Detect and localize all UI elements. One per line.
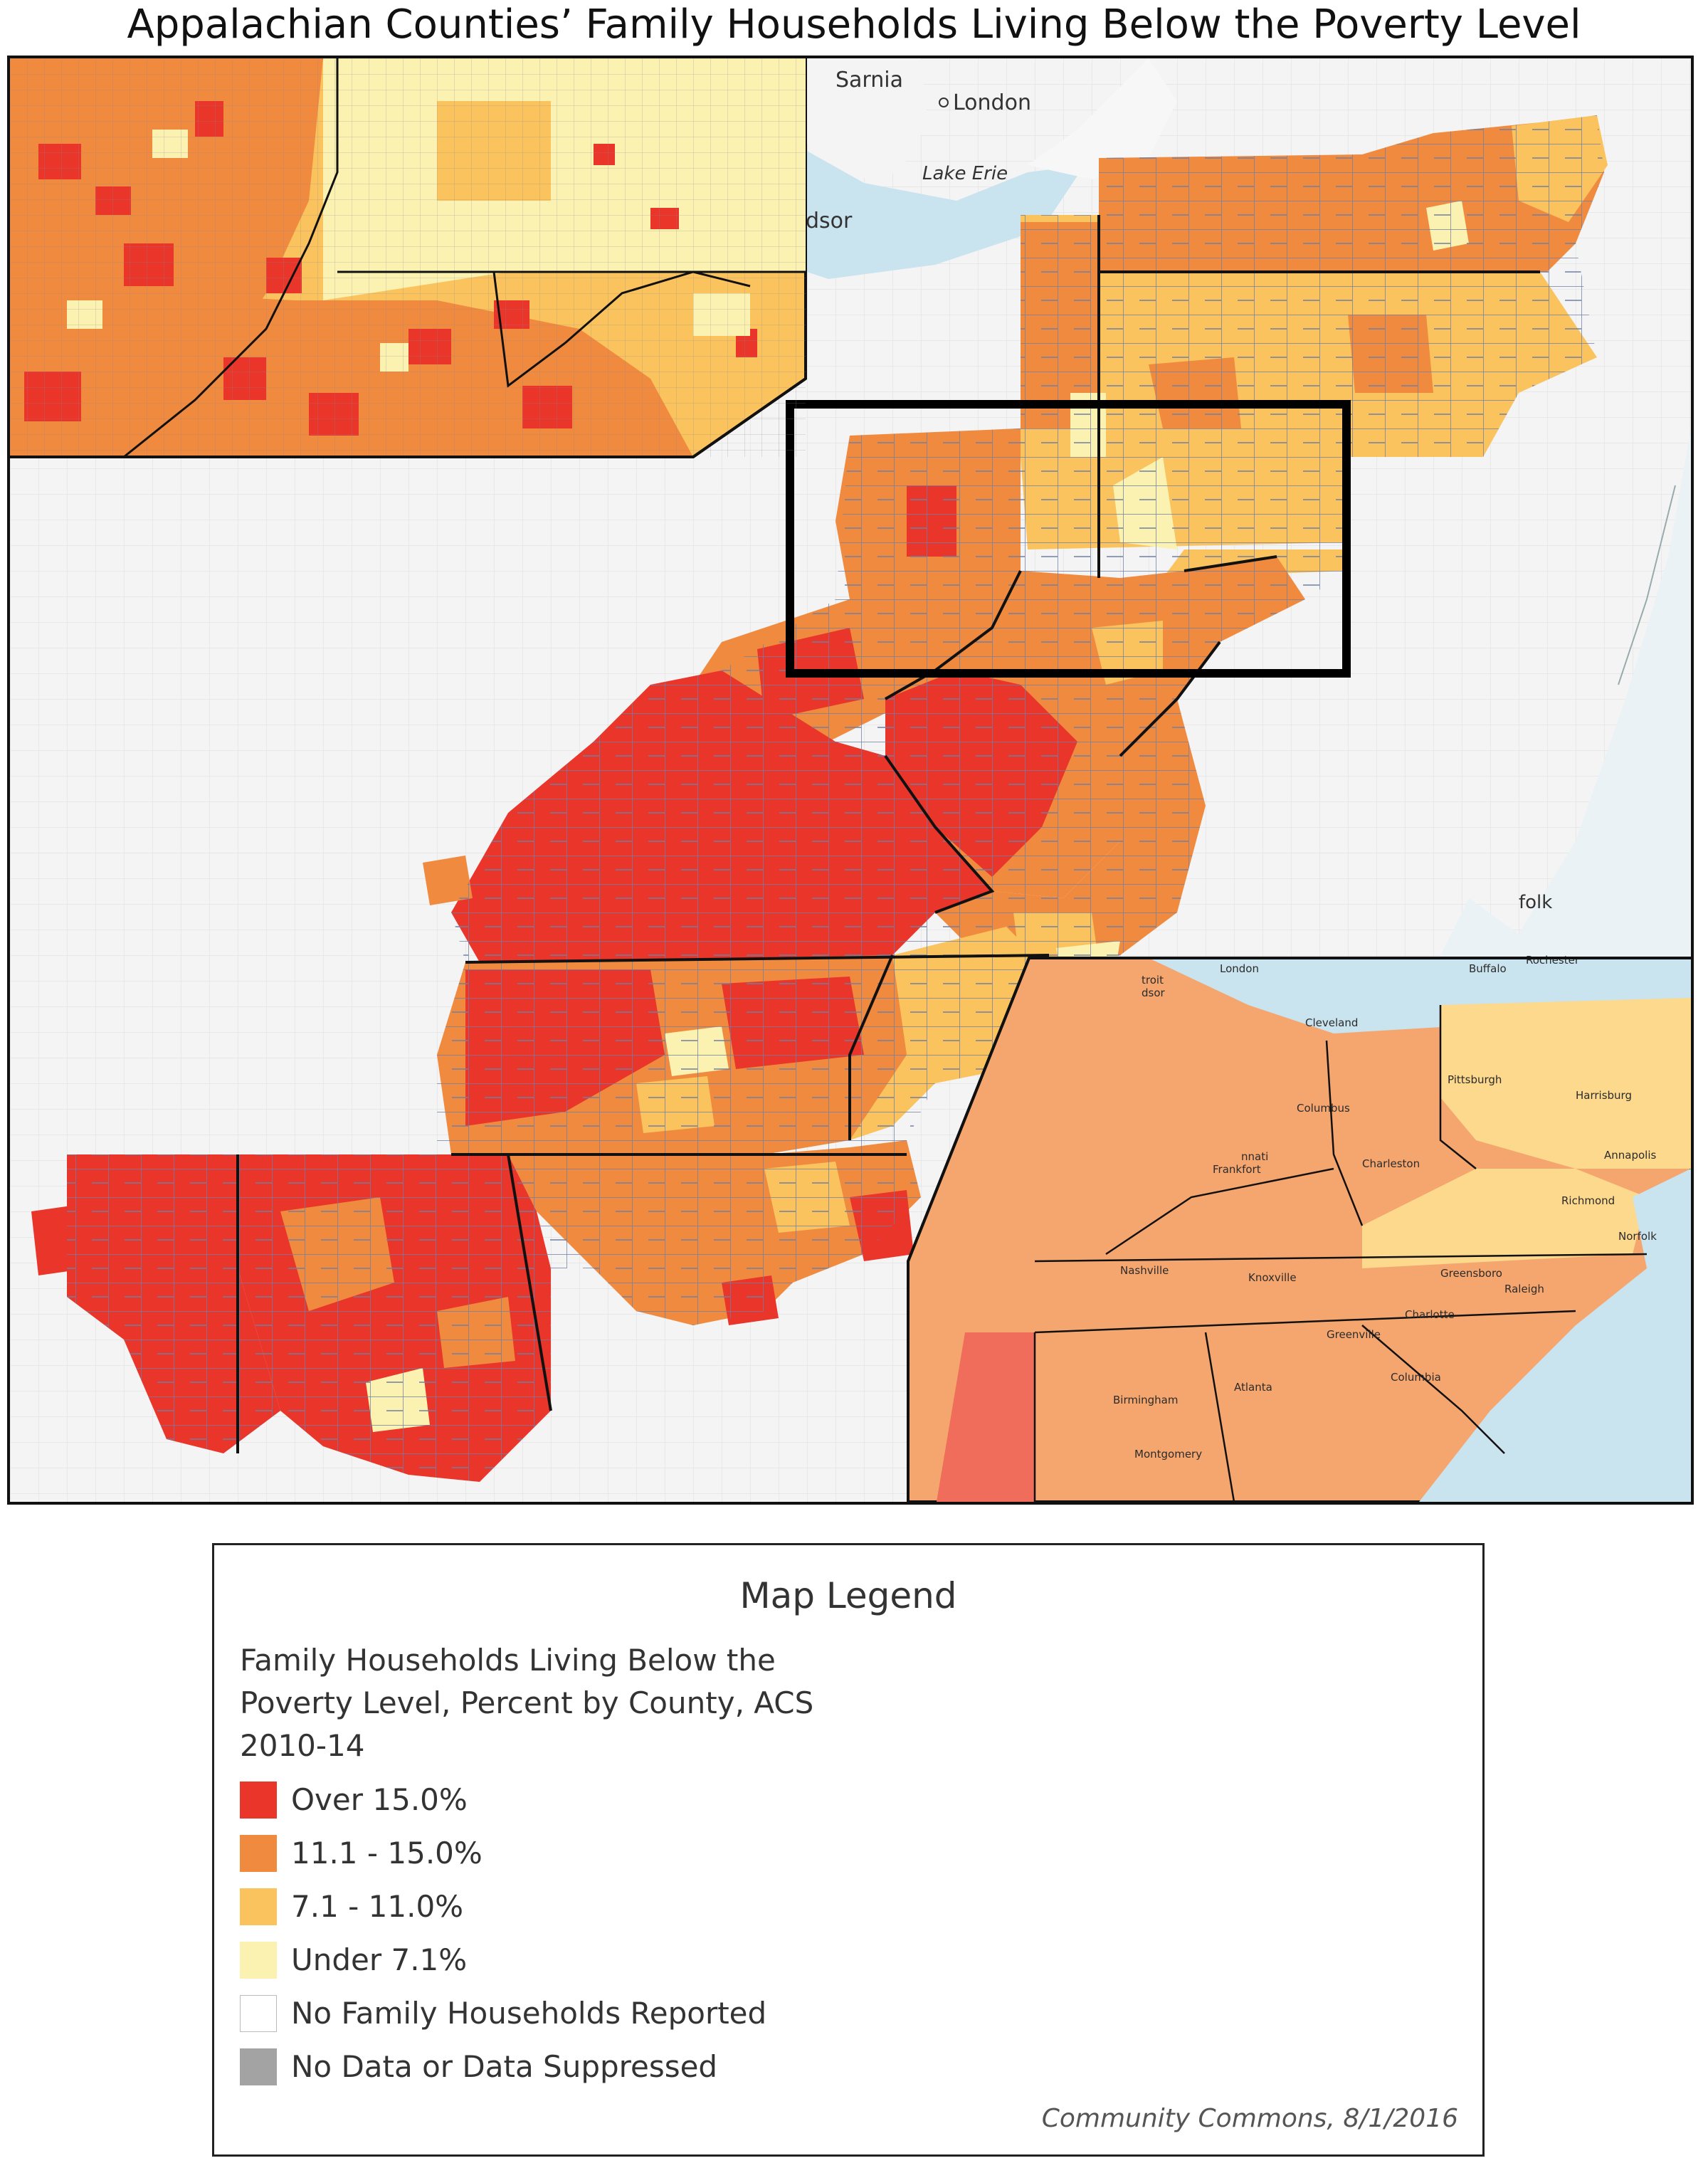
inset-label-columbia: Columbia [1391, 1371, 1441, 1384]
inset-br-state-borders [1033, 1005, 1648, 1502]
inset-label-atlanta: Atlanta [1234, 1381, 1272, 1394]
inset-bottom-right[interactable]: London Buffalo Rochester troit dsor Clev… [907, 954, 1691, 1502]
inset-br-atlantic [1419, 1169, 1691, 1502]
swatch-no-households [240, 1994, 277, 2032]
inset-label-greenville: Greenville [1327, 1328, 1381, 1341]
inset-br-mississippi [937, 1332, 1035, 1502]
label-norfolk: folk [1519, 892, 1552, 913]
map-title: Appalachian Counties’ Family Households … [127, 1, 1581, 48]
label-windsor: dsor [806, 209, 853, 233]
london-marker-icon [939, 98, 949, 107]
inset-label-rochester: Rochester [1526, 954, 1580, 967]
swatch-7-11 [240, 1888, 277, 1925]
inset-label-montgomery: Montgomery [1134, 1448, 1202, 1461]
focus-box[interactable] [786, 400, 1351, 678]
legend-item-11-15: 11.1 - 15.0% [240, 1826, 766, 1880]
swatch-no-data [240, 2048, 277, 2085]
canada-land [807, 58, 928, 183]
label-sarnia: Sarnia [835, 68, 903, 93]
map-panel[interactable]: Sarnia London Lake Erie dsor folk [7, 56, 1694, 1505]
label-lake-erie: Lake Erie [922, 163, 1008, 184]
inset-label-detroit: troit [1142, 974, 1164, 986]
swatch-under-7 [240, 1941, 277, 1979]
map-credit: Community Commons, 8/1/2016 [1041, 2104, 1458, 2133]
ontario-land [1028, 58, 1177, 179]
inset-label-norfolk: Norfolk [1618, 1230, 1657, 1243]
inset-label-london: London [1220, 962, 1259, 975]
inset-tl-counties [10, 58, 806, 457]
inset-label-birmingham: Birmingham [1113, 1394, 1178, 1406]
legend-item-under-7: Under 7.1% [240, 1933, 766, 1987]
inset-br-virginia [1362, 1169, 1647, 1268]
legend-item-over-15: Over 15.0% [240, 1773, 766, 1826]
inset-label-cincinnati: nnati [1241, 1150, 1268, 1163]
coastline [1618, 485, 1676, 685]
legend-label: No Family Households Reported [291, 1996, 767, 2031]
label-london: London [953, 90, 1031, 115]
county-ky-west[interactable] [423, 856, 473, 905]
legend-title: Map Legend [739, 1575, 957, 1616]
inset-label-greensboro: Greensboro [1440, 1267, 1502, 1280]
inset-label-annapolis: Annapolis [1604, 1149, 1657, 1162]
inset-label-windsor: dsor [1142, 986, 1166, 999]
legend-label: Under 7.1% [291, 1942, 468, 1977]
inset-label-charleston: Charleston [1362, 1157, 1420, 1170]
inset-label-columbus-oh: Columbus [1297, 1102, 1350, 1115]
inset-label-cleveland: Cleveland [1305, 1016, 1358, 1029]
inset-label-richmond: Richmond [1561, 1194, 1615, 1207]
inset-tl-state-borders [123, 58, 806, 458]
appalachian-region[interactable] [31, 115, 1608, 1482]
inset-label-knoxville: Knoxville [1248, 1271, 1297, 1284]
inset-label-charlotte: Charlotte [1405, 1308, 1455, 1321]
inset-label-harrisburg: Harrisburg [1576, 1089, 1632, 1102]
inset-label-pittsburgh: Pittsburgh [1448, 1073, 1502, 1086]
inset-top-left[interactable] [10, 58, 807, 458]
map-canvas[interactable]: Sarnia London Lake Erie dsor folk [10, 58, 1691, 1502]
inset-br-pennsylvania [1440, 998, 1691, 1169]
map-legend: Map Legend Family Households Living Belo… [212, 1543, 1485, 2157]
legend-label: Over 15.0% [291, 1782, 468, 1817]
atlantic-water [1426, 428, 1691, 984]
legend-list: Over 15.0% 11.1 - 15.0% 7.1 - 11.0% Unde… [240, 1773, 766, 2093]
legend-subtitle: Family Households Living Below the Pover… [240, 1643, 814, 1763]
legend-label: 11.1 - 15.0% [291, 1836, 483, 1870]
inset-tl-border [10, 377, 807, 458]
swatch-over-15 [240, 1781, 277, 1819]
inset-label-raleigh: Raleigh [1504, 1283, 1544, 1295]
legend-item-no-data: No Data or Data Suppressed [240, 2040, 766, 2093]
legend-label: No Data or Data Suppressed [291, 2049, 718, 2084]
county-boundaries [67, 115, 1604, 1482]
legend-label: 7.1 - 11.0% [291, 1889, 464, 1924]
inset-label-buffalo: Buffalo [1469, 962, 1507, 975]
inset-label-frankfort: Frankfort [1213, 1163, 1261, 1176]
swatch-11-15 [240, 1834, 277, 1872]
lake-erie-water [807, 151, 1085, 279]
state-borders [236, 215, 1540, 1453]
legend-item-7-11: 7.1 - 11.0% [240, 1880, 766, 1933]
inset-br-border [907, 957, 1691, 1502]
legend-item-no-households: No Family Households Reported [240, 1987, 766, 2040]
inset-label-nashville: Nashville [1120, 1264, 1169, 1277]
